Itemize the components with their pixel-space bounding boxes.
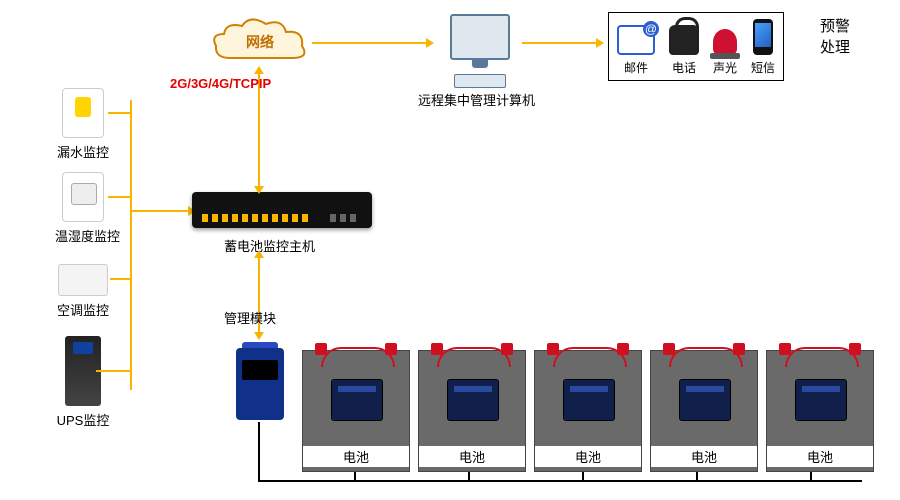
smartphone-icon [753,19,773,55]
battery-3: 电池 [534,350,642,472]
leak-connector [108,112,132,114]
battery-monitor-icon [563,379,615,421]
alert-light-label: 声光 [713,59,737,76]
alarm-light-icon [713,29,737,55]
bus-b1-v [354,472,356,482]
cloud-pc-arrow [426,38,434,48]
cloud-node: 网络 [210,18,310,68]
pc-alert-line [522,42,598,44]
battery-monitor-icon [795,379,847,421]
leak-icon [62,88,104,138]
alert-phone-label: 电话 [669,59,699,76]
battery-monitor-icon [447,379,499,421]
ac-icon [58,264,108,296]
battery-wire-icon [553,347,627,367]
battery-wire-icon [437,347,511,367]
cloud-icon: 网络 [210,18,310,68]
cloud-label: 网络 [210,32,310,52]
alert-phone: 电话 [669,25,699,76]
ups-connector [96,370,132,372]
ac-label: 空调监控 [50,300,116,319]
alert-sms: 短信 [751,19,775,76]
host-label: 蓄电池监控主机 [224,236,315,255]
bus-b5-v [810,472,812,482]
alert-title: 预警处理 [820,16,854,58]
host-mgmt-arrow-up [254,250,264,258]
battery-4: 电池 [650,350,758,472]
computer-label: 远程集中管理计算机 [418,90,535,109]
thermometer-icon [62,172,104,222]
temp-connector [108,196,132,198]
host-cloud-arrow-up [254,66,264,74]
sensor-ac: 空调监控 [50,264,116,319]
battery-2-label: 电池 [419,446,525,467]
battery-2: 电池 [418,350,526,472]
battery-row: 电池 电池 电池 电池 电池 [302,350,874,472]
bus-left-v [258,422,260,482]
battery-5: 电池 [766,350,874,472]
battery-wire-icon [321,347,395,367]
email-icon [617,25,655,55]
alert-light: 声光 [713,29,737,76]
uplink-label: 2G/3G/4G/TCPIP [170,76,271,91]
battery-1-label: 电池 [303,446,409,467]
battery-5-label: 电池 [767,446,873,467]
ac-connector [110,278,132,280]
battery-wire-icon [669,347,743,367]
sensor-leak: 漏水监控 [55,88,111,161]
host-cloud-arrow-down [254,186,264,194]
monitor-icon [450,14,510,60]
sensor-temp: 温湿度监控 [55,172,111,245]
alert-box: 邮件 电话 声光 短信 [608,12,784,81]
battery-monitor-icon [679,379,731,421]
host-node [192,192,372,228]
sensor-bus-vertical [130,100,132,390]
temp-label: 温湿度监控 [55,226,111,245]
computer-node [440,14,520,88]
phone-icon [669,25,699,55]
switch-icon [192,192,372,228]
alert-sms-label: 短信 [751,59,775,76]
sensor-ups: UPS监控 [56,336,110,429]
alert-mail: 邮件 [617,25,655,76]
mgmt-module-icon [236,348,284,420]
battery-monitor-icon [331,379,383,421]
bus-b3-v [582,472,584,482]
pc-alert-arrow [596,38,604,48]
mgmt-label: 管理模块 [224,308,276,327]
bus-b2-v [468,472,470,482]
battery-4-label: 电池 [651,446,757,467]
alert-mail-label: 邮件 [617,59,655,76]
mgmt-module-node [236,348,284,420]
bus-b4-v [696,472,698,482]
cloud-pc-line [312,42,428,44]
leak-label: 漏水监控 [55,142,111,161]
bus-bottom-h [258,480,862,482]
keyboard-icon [454,74,506,88]
ups-label: UPS监控 [56,410,110,429]
battery-3-label: 电池 [535,446,641,467]
battery-1: 电池 [302,350,410,472]
host-mgmt-arrow-down [254,332,264,340]
battery-wire-icon [785,347,859,367]
bus-to-host [130,210,190,212]
